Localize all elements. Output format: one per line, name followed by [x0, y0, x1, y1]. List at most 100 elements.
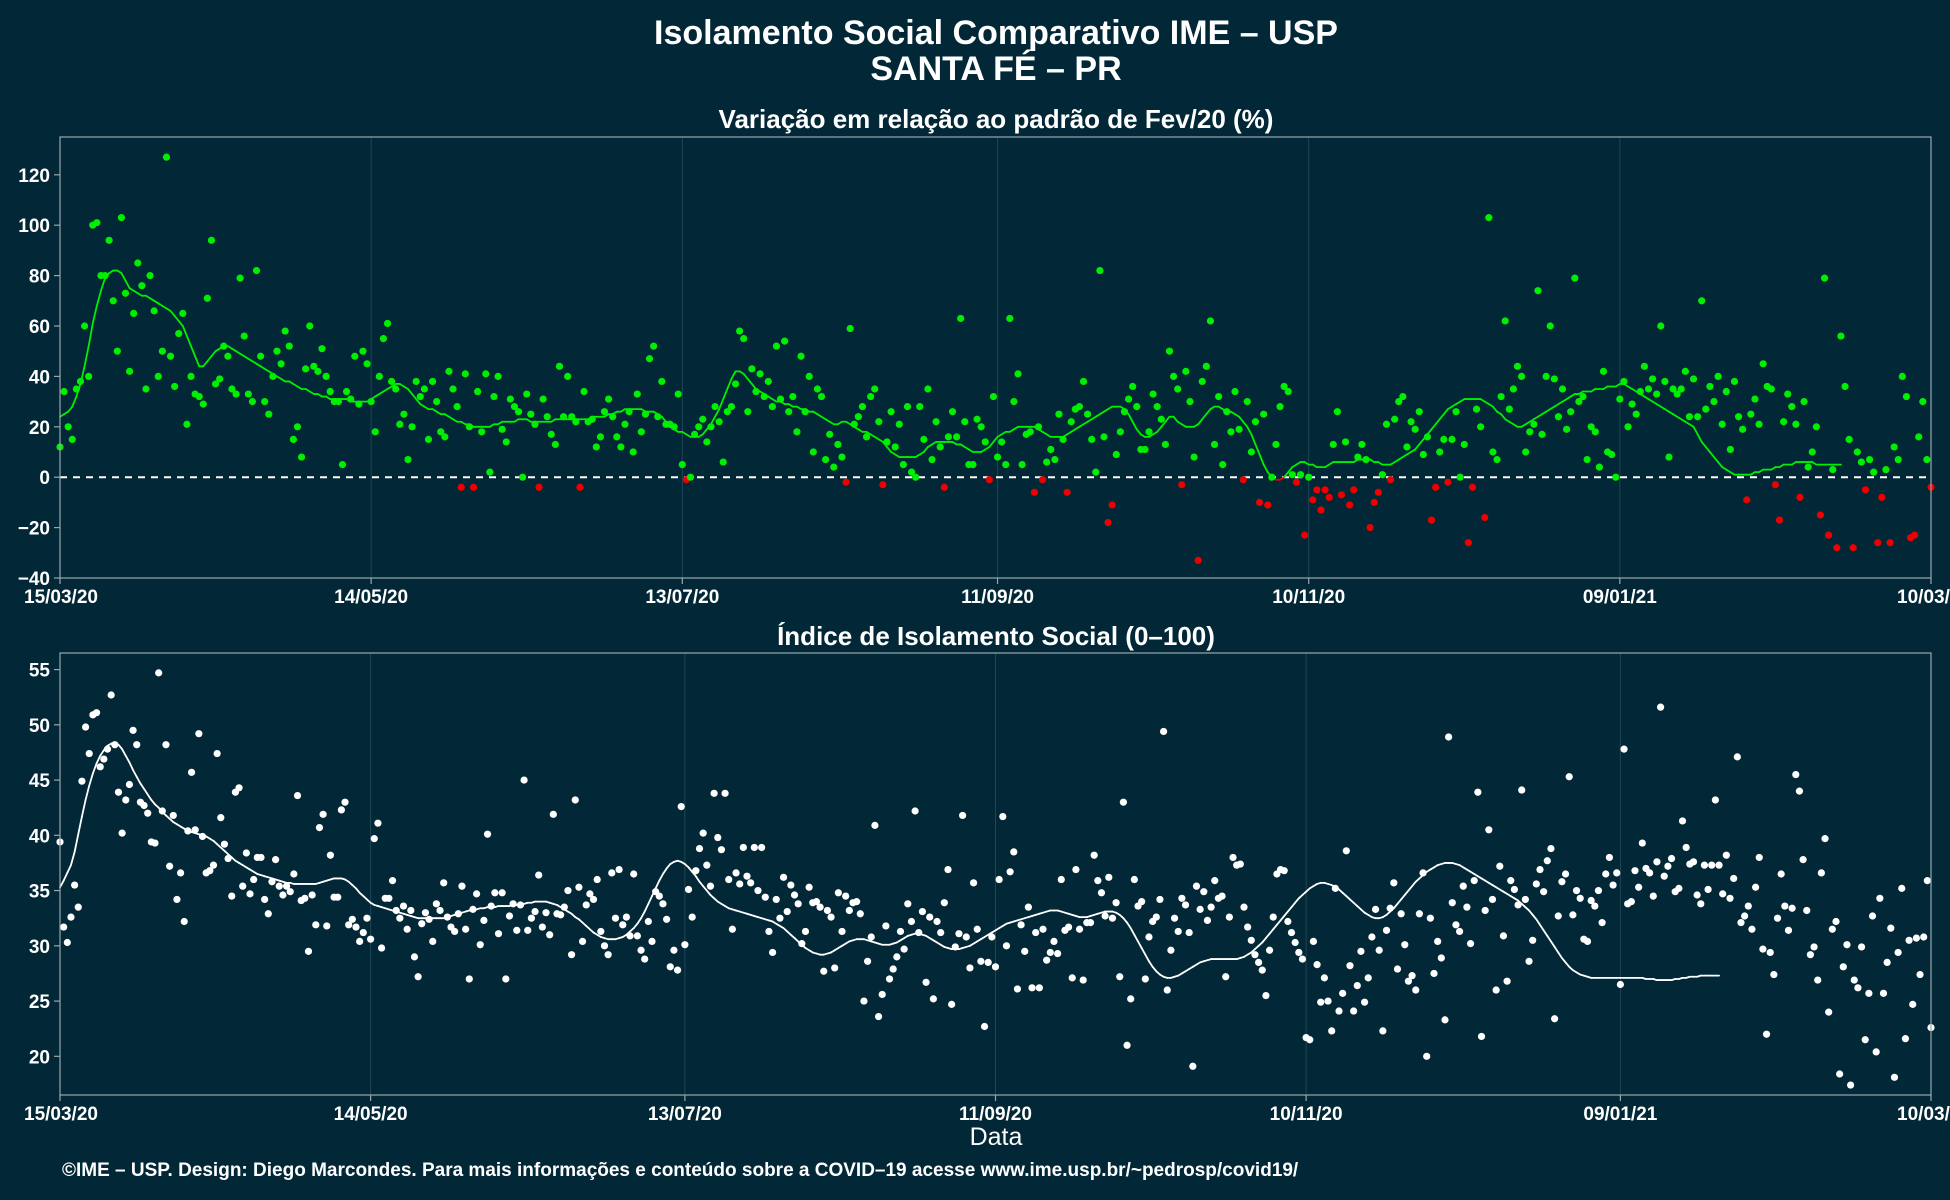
- data-point: [1882, 466, 1890, 474]
- data-point: [1370, 498, 1378, 506]
- data-point: [334, 893, 342, 901]
- data-point: [1751, 883, 1760, 891]
- data-point: [557, 911, 565, 919]
- data-point: [228, 892, 236, 900]
- trend-line-segment: [70, 851, 76, 867]
- data-point: [1182, 367, 1190, 375]
- data-point: [1591, 902, 1599, 910]
- trend-line-segment: [169, 309, 176, 317]
- data-point: [502, 975, 510, 983]
- data-point: [957, 314, 965, 323]
- trend-line-segment: [99, 749, 105, 757]
- data-point: [1306, 1036, 1314, 1044]
- data-point: [1419, 450, 1427, 459]
- data-point: [776, 395, 785, 403]
- data-point: [650, 342, 658, 350]
- data-point: [1391, 415, 1399, 423]
- trend-line-segment: [1156, 425, 1163, 433]
- data-point: [228, 385, 236, 393]
- data-point: [224, 352, 232, 360]
- data-point: [750, 843, 758, 852]
- data-point: [1536, 865, 1544, 874]
- data-point: [1227, 428, 1235, 436]
- x-tick-label: 13/07/20: [648, 1104, 722, 1125]
- data-point: [265, 410, 273, 418]
- data-point: [1911, 531, 1919, 539]
- data-point: [1472, 405, 1481, 413]
- data-point: [1309, 937, 1318, 946]
- data-point: [111, 741, 119, 749]
- data-point: [1481, 513, 1489, 522]
- data-point: [1231, 387, 1239, 396]
- data-point: [1247, 448, 1255, 456]
- data-point: [752, 387, 760, 396]
- data-point: [80, 322, 89, 330]
- data-point: [955, 930, 963, 938]
- data-point: [999, 812, 1007, 821]
- data-point: [850, 420, 858, 428]
- top-panel-title: Variação em relação ao padrão de Fev/20 …: [719, 104, 1274, 134]
- data-point: [1865, 455, 1874, 464]
- data-point: [1104, 518, 1112, 527]
- data-point: [1799, 856, 1807, 864]
- data-point: [306, 322, 314, 330]
- data-point: [1163, 986, 1171, 994]
- trend-line-segment: [1283, 910, 1289, 917]
- data-point: [1412, 986, 1420, 994]
- data-point: [1165, 347, 1174, 355]
- data-point: [1836, 1070, 1844, 1078]
- data-point: [948, 408, 957, 416]
- trend-line-segment: [210, 350, 217, 358]
- data-point: [1108, 914, 1117, 922]
- data-point: [600, 942, 609, 950]
- data-point: [1156, 895, 1164, 904]
- data-point: [785, 408, 793, 416]
- data-point: [133, 741, 141, 749]
- data-point: [995, 875, 1003, 884]
- data-point: [936, 443, 944, 451]
- data-point: [721, 789, 729, 797]
- data-point: [1379, 1027, 1387, 1035]
- data-point: [1002, 461, 1010, 469]
- data-point: [1112, 450, 1120, 459]
- data-point: [1722, 851, 1730, 859]
- data-point: [1342, 847, 1350, 855]
- data-point: [454, 910, 462, 918]
- data-point: [1284, 387, 1292, 396]
- data-point: [568, 413, 576, 421]
- data-point: [337, 806, 345, 814]
- trend-line-segment: [73, 833, 80, 853]
- data-point: [211, 380, 220, 388]
- y-tick-label: 120: [18, 166, 50, 187]
- data-point: [1035, 984, 1043, 992]
- data-point: [546, 931, 554, 939]
- y-tick-label: 0: [39, 468, 50, 489]
- data-point: [641, 955, 649, 963]
- data-point: [1759, 945, 1767, 953]
- data-point: [1534, 287, 1542, 295]
- data-point: [67, 913, 75, 921]
- data-point: [754, 886, 762, 895]
- data-point: [937, 928, 945, 937]
- data-point: [834, 889, 842, 897]
- data-point: [428, 377, 437, 386]
- data-point: [146, 272, 154, 280]
- data-point: [1075, 925, 1084, 933]
- trend-line-segment: [1539, 923, 1545, 932]
- data-point: [326, 851, 335, 859]
- trend-line-segment: [1717, 461, 1724, 469]
- data-point: [739, 843, 747, 852]
- data-point: [559, 413, 568, 421]
- data-point: [510, 403, 519, 411]
- data-point: [1503, 977, 1511, 985]
- data-point: [1587, 423, 1595, 431]
- x-tick-label: 11/09/20: [961, 587, 1034, 608]
- data-point: [282, 882, 291, 890]
- data-point: [1455, 927, 1464, 936]
- data-point: [1485, 826, 1493, 834]
- data-point: [768, 948, 777, 957]
- data-point: [92, 709, 101, 717]
- data-point: [242, 849, 250, 857]
- data-point: [1920, 933, 1928, 941]
- data-point: [273, 347, 281, 355]
